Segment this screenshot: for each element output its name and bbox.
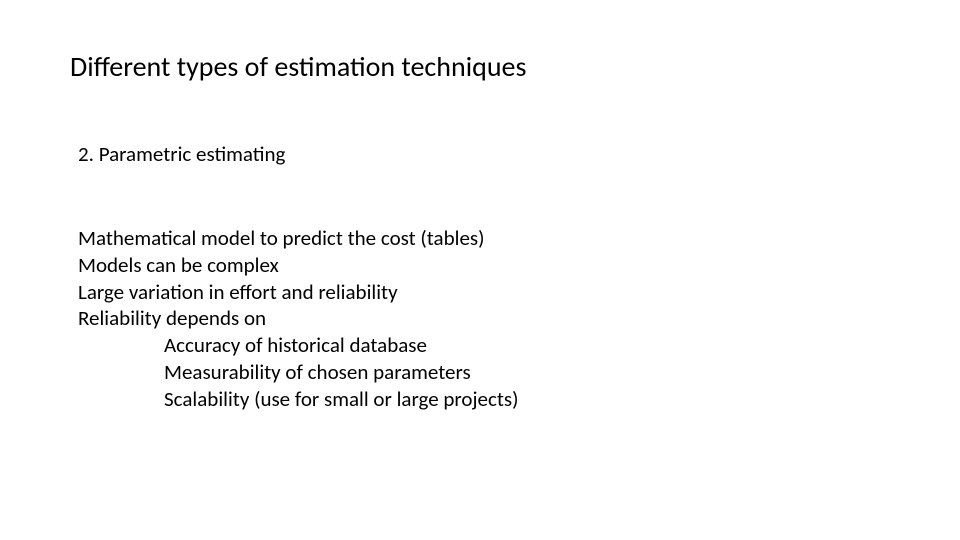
slide: Different types of estimation techniques… [0, 0, 960, 540]
slide-subtitle: 2. Parametric estimating [78, 142, 890, 167]
body-line-indent: Accuracy of historical database [78, 332, 890, 359]
slide-title: Different types of estimation techniques [70, 50, 890, 84]
body-line-indent: Scalability (use for small or large proj… [78, 386, 890, 413]
body-line-indent: Measurability of chosen parameters [78, 359, 890, 386]
body-line: Mathematical model to predict the cost (… [78, 225, 890, 252]
body-line: Reliability depends on [78, 305, 890, 332]
body-line: Models can be complex [78, 252, 890, 279]
slide-body: Mathematical model to predict the cost (… [78, 225, 890, 413]
body-line: Large variation in effort and reliabilit… [78, 279, 890, 306]
